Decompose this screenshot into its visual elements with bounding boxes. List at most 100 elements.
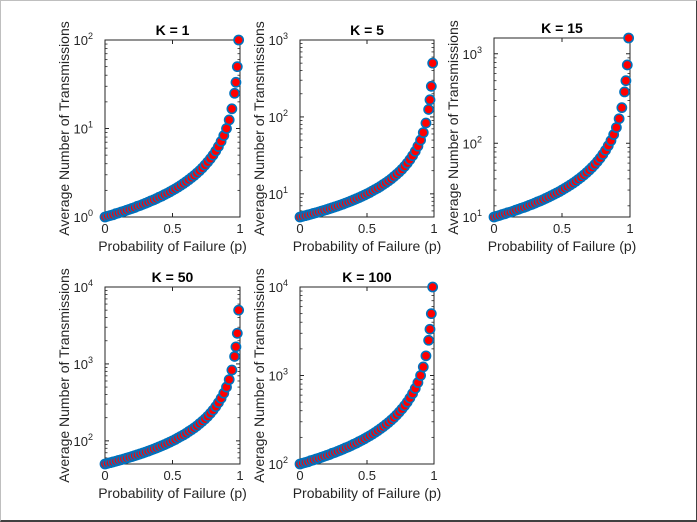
y-tick-base: 10: [74, 357, 88, 372]
x-tick-label: 0.5: [163, 221, 181, 236]
y-tick-base: 10: [74, 434, 88, 449]
x-tick-label: 0: [490, 221, 497, 236]
y-axis-label: Average Number of Transmissions: [56, 268, 72, 483]
y-tick-exponent: 0: [88, 208, 93, 218]
y-tick-label: 103: [463, 45, 482, 62]
y-tick-exponent: 1: [283, 185, 288, 195]
y-tick-base: 10: [463, 136, 477, 151]
y-tick-exponent: 3: [283, 367, 288, 377]
data-point: [623, 32, 635, 44]
y-tick-exponent: 2: [283, 455, 288, 465]
y-tick-label: 103: [74, 355, 93, 372]
y-tick-label: 104: [74, 278, 93, 295]
y-tick-label: 101: [463, 208, 482, 225]
data-point: [613, 113, 625, 125]
x-tick-label: 1: [430, 221, 437, 236]
y-tick-base: 10: [463, 47, 477, 62]
y-tick-exponent: 1: [477, 208, 482, 218]
y-tick-exponent: 2: [283, 108, 288, 118]
x-tick-label: 0.5: [358, 468, 376, 483]
x-tick-label: 0.5: [163, 468, 181, 483]
y-tick-label: 104: [269, 278, 288, 295]
data-point: [417, 361, 429, 373]
y-axis-label: Average Number of Transmissions: [251, 21, 267, 236]
data-point: [223, 114, 235, 126]
x-tick-label: 1: [236, 468, 243, 483]
x-tick-label: 0: [296, 221, 303, 236]
y-tick-base: 10: [269, 33, 283, 48]
data-point: [425, 80, 437, 92]
axes-box: [104, 286, 241, 465]
subplot-title: K = 50: [152, 269, 194, 285]
y-tick-exponent: 3: [283, 31, 288, 41]
x-tick-label: 0.5: [553, 221, 571, 236]
y-tick-base: 10: [269, 457, 283, 472]
y-tick-base: 10: [74, 280, 88, 295]
x-tick-label: 1: [626, 221, 633, 236]
data-point: [420, 350, 432, 362]
x-tick-label: 0.5: [358, 221, 376, 236]
data-point: [621, 59, 633, 71]
data-point: [424, 323, 436, 335]
x-tick-label: 0: [101, 468, 108, 483]
y-tick-label: 102: [74, 432, 93, 449]
y-tick-exponent: 2: [88, 432, 93, 442]
data-point: [423, 334, 435, 346]
data-point: [427, 57, 439, 69]
data-point: [611, 122, 622, 133]
y-tick-base: 10: [463, 210, 477, 225]
y-tick-base: 10: [74, 33, 88, 48]
subplot-title: K = 100: [342, 269, 392, 285]
axes-box: [299, 39, 435, 218]
y-axis-label: Average Number of Transmissions: [56, 21, 72, 236]
data-point: [233, 304, 245, 316]
y-tick-base: 10: [74, 122, 88, 137]
y-tick-label: 102: [463, 134, 482, 151]
y-tick-base: 10: [74, 210, 88, 225]
x-tick-label: 1: [236, 221, 243, 236]
data-point: [620, 75, 632, 87]
data-point: [229, 351, 240, 362]
y-tick-label: 102: [269, 108, 288, 125]
y-tick-base: 10: [269, 369, 283, 384]
y-tick-exponent: 1: [88, 120, 93, 130]
x-axis-label: Probability of Failure (p): [98, 485, 247, 501]
y-tick-exponent: 4: [283, 278, 288, 288]
data-point: [229, 87, 240, 99]
y-axis-label: Average Number of Transmissions: [445, 20, 461, 235]
x-tick-label: 1: [430, 468, 437, 483]
y-tick-label: 100: [74, 208, 93, 225]
data-point: [417, 127, 429, 139]
y-tick-exponent: 2: [88, 31, 93, 41]
data-point: [223, 374, 235, 386]
y-tick-exponent: 4: [88, 278, 93, 288]
data-point: [427, 281, 439, 293]
data-point: [226, 364, 238, 376]
data-point: [423, 104, 435, 115]
x-axis-label: Probability of Failure (p): [98, 238, 247, 254]
y-tick-label: 101: [74, 120, 93, 137]
y-tick-label: 102: [269, 455, 288, 472]
subplot-title: K = 15: [541, 20, 583, 36]
y-tick-exponent: 2: [477, 134, 482, 144]
data-point: [233, 34, 245, 46]
x-axis-label: Probability of Failure (p): [488, 238, 637, 254]
y-tick-base: 10: [269, 110, 283, 125]
subplot-title: K = 1: [156, 22, 190, 38]
data-point: [230, 341, 242, 353]
data-point: [231, 327, 243, 339]
y-tick-base: 10: [269, 280, 283, 295]
y-tick-label: 103: [269, 367, 288, 384]
data-point: [619, 86, 630, 98]
x-axis-label: Probability of Failure (p): [293, 238, 442, 254]
y-tick-label: 103: [269, 31, 288, 48]
data-point: [616, 102, 628, 114]
x-tick-label: 0: [296, 468, 303, 483]
